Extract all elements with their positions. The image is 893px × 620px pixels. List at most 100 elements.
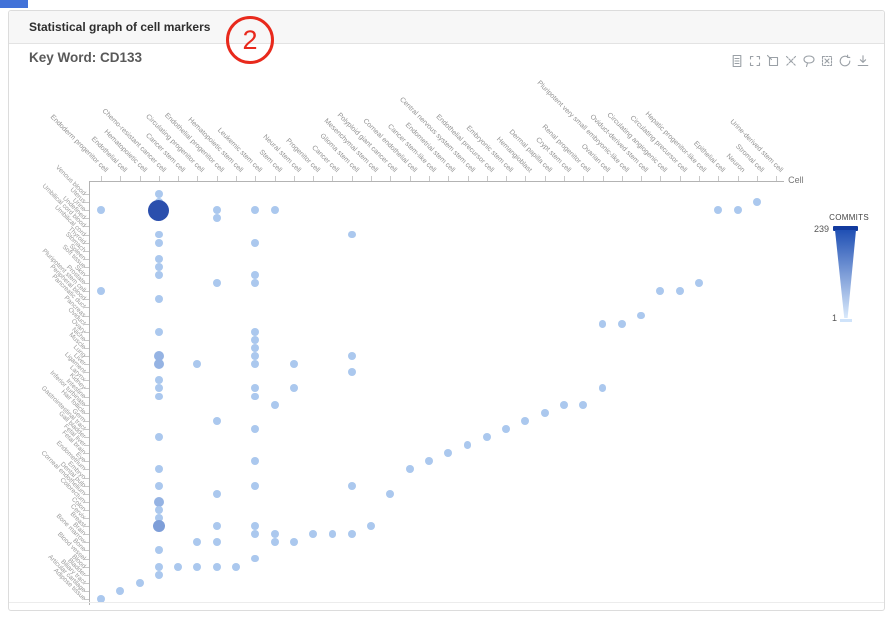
data-point[interactable] bbox=[347, 481, 356, 490]
data-point[interactable] bbox=[251, 522, 260, 531]
legend-max-handle[interactable] bbox=[833, 226, 858, 231]
data-point[interactable] bbox=[212, 522, 221, 531]
data-point[interactable] bbox=[347, 368, 356, 377]
data-point[interactable] bbox=[502, 424, 511, 433]
zoom-reset-icon[interactable] bbox=[765, 53, 780, 68]
data-point[interactable] bbox=[154, 481, 163, 490]
data-point[interactable] bbox=[97, 206, 105, 215]
data-point[interactable] bbox=[154, 271, 163, 279]
data-point[interactable] bbox=[309, 530, 318, 539]
data-point[interactable] bbox=[153, 350, 164, 362]
data-point[interactable] bbox=[347, 230, 356, 239]
data-point[interactable] bbox=[251, 392, 260, 401]
data-point[interactable] bbox=[154, 570, 163, 579]
data-point[interactable] bbox=[714, 206, 723, 215]
data-point[interactable] bbox=[270, 538, 279, 547]
data-point[interactable] bbox=[154, 295, 163, 304]
data-point[interactable] bbox=[154, 190, 163, 198]
data-point[interactable] bbox=[424, 457, 433, 466]
data-point[interactable] bbox=[386, 489, 395, 498]
clear-selection-icon[interactable] bbox=[783, 53, 798, 68]
deselect-icon[interactable] bbox=[819, 53, 834, 68]
data-point[interactable] bbox=[154, 254, 163, 263]
data-point[interactable] bbox=[251, 530, 260, 539]
data-point[interactable] bbox=[347, 530, 356, 539]
data-point[interactable] bbox=[174, 562, 183, 571]
data-point[interactable] bbox=[154, 238, 163, 247]
data-point[interactable] bbox=[154, 546, 163, 555]
restore-icon[interactable] bbox=[837, 53, 852, 68]
data-point[interactable] bbox=[251, 384, 260, 393]
data-point[interactable] bbox=[251, 335, 260, 344]
data-point[interactable] bbox=[560, 400, 568, 409]
data-point[interactable] bbox=[289, 384, 298, 393]
data-point[interactable] bbox=[154, 433, 163, 441]
data-point[interactable] bbox=[193, 360, 202, 369]
data-point[interactable] bbox=[97, 287, 105, 296]
data-point[interactable] bbox=[444, 449, 453, 458]
data-point[interactable] bbox=[212, 206, 221, 215]
data-point[interactable] bbox=[251, 424, 260, 433]
data-point[interactable] bbox=[579, 400, 588, 409]
data-point[interactable] bbox=[251, 238, 260, 247]
data-point[interactable] bbox=[154, 465, 163, 474]
data-point[interactable] bbox=[193, 538, 202, 547]
data-point[interactable] bbox=[154, 514, 163, 522]
data-point[interactable] bbox=[251, 271, 260, 279]
data-point[interactable] bbox=[154, 562, 163, 571]
data-point[interactable] bbox=[251, 343, 260, 352]
data-point[interactable] bbox=[289, 360, 298, 369]
data-point[interactable] bbox=[232, 562, 240, 571]
data-point[interactable] bbox=[482, 433, 491, 441]
data-point[interactable] bbox=[212, 489, 221, 498]
data-point[interactable] bbox=[328, 530, 337, 539]
data-point[interactable] bbox=[521, 416, 530, 425]
data-point[interactable] bbox=[270, 530, 279, 539]
data-point[interactable] bbox=[193, 562, 202, 571]
data-point[interactable] bbox=[617, 319, 626, 328]
legend-gradient[interactable] bbox=[835, 230, 856, 318]
data-point[interactable] bbox=[251, 279, 260, 288]
data-point[interactable] bbox=[212, 562, 221, 571]
data-point[interactable] bbox=[251, 457, 260, 466]
data-point[interactable] bbox=[148, 199, 170, 221]
data-point[interactable] bbox=[405, 465, 414, 474]
data-point[interactable] bbox=[656, 287, 665, 296]
data-point[interactable] bbox=[251, 360, 260, 369]
data-point[interactable] bbox=[347, 352, 356, 360]
data-point[interactable] bbox=[154, 327, 163, 336]
data-point[interactable] bbox=[154, 384, 163, 393]
data-point[interactable] bbox=[135, 578, 144, 587]
data-point[interactable] bbox=[212, 214, 221, 223]
data-point[interactable] bbox=[153, 496, 164, 507]
data-point[interactable] bbox=[152, 519, 166, 533]
data-point[interactable] bbox=[752, 198, 761, 207]
data-point[interactable] bbox=[695, 279, 703, 288]
data-point[interactable] bbox=[270, 206, 279, 215]
legend-min-handle[interactable] bbox=[840, 319, 852, 322]
data-point[interactable] bbox=[598, 384, 607, 393]
data-point[interactable] bbox=[251, 481, 260, 490]
data-point[interactable] bbox=[367, 522, 375, 531]
data-point[interactable] bbox=[97, 595, 105, 603]
data-point[interactable] bbox=[675, 287, 684, 296]
lasso-select-icon[interactable] bbox=[801, 53, 816, 68]
data-point[interactable] bbox=[289, 538, 298, 547]
data-point[interactable] bbox=[154, 505, 163, 514]
data-point[interactable] bbox=[116, 586, 125, 595]
data-point[interactable] bbox=[154, 262, 163, 271]
data-point[interactable] bbox=[154, 230, 163, 239]
data-point[interactable] bbox=[598, 319, 607, 328]
data-point[interactable] bbox=[270, 400, 279, 409]
data-point[interactable] bbox=[463, 441, 472, 450]
data-point[interactable] bbox=[251, 554, 260, 563]
data-point[interactable] bbox=[153, 358, 164, 370]
data-point[interactable] bbox=[733, 206, 742, 215]
data-point[interactable] bbox=[154, 392, 163, 401]
zoom-select-icon[interactable] bbox=[747, 53, 762, 68]
data-point[interactable] bbox=[251, 352, 260, 360]
data-point[interactable] bbox=[637, 311, 646, 320]
download-icon[interactable] bbox=[855, 53, 870, 68]
data-point[interactable] bbox=[540, 408, 549, 417]
data-point[interactable] bbox=[212, 416, 221, 425]
